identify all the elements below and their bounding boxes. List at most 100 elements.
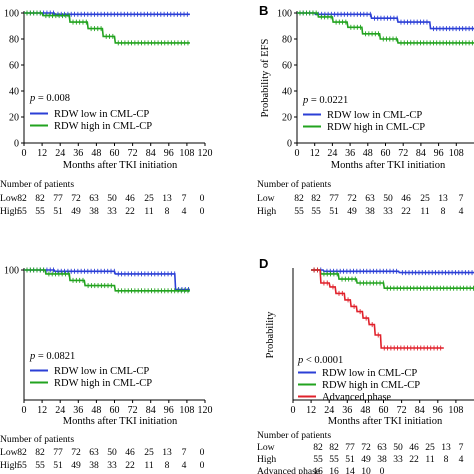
- risk-count: 33: [107, 460, 117, 471]
- risk-count: 7: [182, 193, 187, 204]
- risk-table-title: Number of patients: [257, 179, 331, 190]
- x-axis-label: Months after TKI initiation: [63, 416, 178, 427]
- risk-count: 49: [361, 454, 371, 465]
- risk-count: 46: [401, 193, 411, 204]
- x-tick-label: 0: [295, 148, 300, 159]
- risk-count: 0: [200, 193, 205, 204]
- risk-count: 51: [53, 206, 63, 217]
- risk-count: 77: [329, 193, 339, 204]
- risk-count: 11: [425, 454, 434, 465]
- risk-count: 38: [89, 460, 99, 471]
- series-line-1: [311, 269, 474, 274]
- legend-entry: RDW low in CML-CP: [54, 109, 149, 120]
- risk-row-label: Advanced phase: [257, 466, 320, 474]
- series-line-2: [297, 12, 474, 44]
- risk-count: 82: [313, 442, 323, 453]
- risk-count: 13: [438, 193, 448, 204]
- x-axis-label: Months after TKI initiation: [63, 160, 178, 171]
- y-tick-label: 100: [4, 9, 19, 20]
- risk-count: 13: [162, 447, 172, 458]
- x-tick-label: 24: [324, 405, 334, 416]
- risk-count: 82: [294, 193, 304, 204]
- x-tick-label: 96: [434, 148, 444, 159]
- x-tick-label: 36: [73, 405, 83, 416]
- x-tick-label: 96: [164, 405, 174, 416]
- risk-count: 51: [345, 454, 355, 465]
- x-tick-label: 72: [398, 148, 408, 159]
- risk-count: 13: [162, 193, 172, 204]
- p-value: p = 0.0221: [302, 95, 348, 106]
- x-tick-label: 60: [110, 148, 120, 159]
- p-value: p = 0.008: [29, 93, 70, 104]
- series-line-1: [24, 269, 190, 291]
- risk-count: 55: [17, 206, 27, 217]
- legend-entry: Advanced phase: [322, 392, 391, 403]
- risk-count: 13: [441, 442, 451, 453]
- risk-count: 82: [35, 447, 45, 458]
- risk-table-title: Number of patients: [0, 434, 74, 445]
- risk-count: 50: [383, 193, 393, 204]
- x-tick-label: 48: [363, 148, 373, 159]
- risk-count: 55: [313, 454, 323, 465]
- risk-count: 38: [365, 206, 375, 217]
- risk-count: 0: [200, 447, 205, 458]
- risk-count: 82: [17, 447, 27, 458]
- risk-count: 49: [71, 206, 81, 217]
- risk-count: 0: [200, 206, 205, 217]
- risk-count: 4: [459, 454, 464, 465]
- x-tick-label: 12: [37, 405, 47, 416]
- series-line-3: [311, 269, 444, 349]
- x-tick-label: 24: [327, 148, 337, 159]
- risk-count: 55: [294, 206, 304, 217]
- risk-count: 25: [144, 193, 154, 204]
- risk-count: 55: [311, 206, 321, 217]
- risk-count: 72: [71, 193, 81, 204]
- x-tick-label: 108: [448, 405, 463, 416]
- risk-count: 50: [107, 193, 117, 204]
- x-tick-label: 72: [397, 405, 407, 416]
- y-axis-label: Probability of EFS: [260, 38, 271, 117]
- risk-count: 4: [182, 460, 187, 471]
- x-tick-label: 36: [342, 405, 352, 416]
- legend-entry: RDW high in CML-CP: [327, 122, 425, 133]
- x-tick-label: 108: [179, 148, 194, 159]
- x-tick-label: 48: [91, 148, 101, 159]
- x-tick-label: 60: [381, 148, 391, 159]
- series-line-2: [24, 269, 190, 292]
- y-tick-label: 100: [4, 266, 19, 277]
- x-tick-label: 72: [128, 405, 138, 416]
- x-tick-label: 12: [306, 405, 316, 416]
- risk-count: 55: [17, 460, 27, 471]
- risk-count: 55: [329, 454, 339, 465]
- risk-count: 49: [347, 206, 357, 217]
- x-tick-label: 72: [128, 148, 138, 159]
- p-value: p = 0.0821: [29, 351, 75, 362]
- risk-count: 0: [380, 466, 385, 474]
- y-tick-label: 0: [287, 139, 292, 150]
- x-tick-label: 84: [146, 405, 156, 416]
- risk-row-label: Low: [257, 442, 275, 453]
- risk-count: 46: [125, 447, 135, 458]
- risk-count: 7: [459, 442, 464, 453]
- x-tick-label: 96: [433, 405, 443, 416]
- risk-count: 77: [53, 193, 63, 204]
- risk-count: 50: [393, 442, 403, 453]
- x-tick-label: 108: [449, 148, 464, 159]
- legend-entry: RDW low in CML-CP: [327, 110, 422, 121]
- x-tick-label: 24: [55, 405, 65, 416]
- panel-letter: D: [259, 256, 268, 271]
- y-tick-label: 80: [282, 35, 292, 46]
- risk-count: 33: [393, 454, 403, 465]
- risk-count: 10: [361, 466, 371, 474]
- x-tick-label: 0: [291, 405, 296, 416]
- y-tick-label: 20: [282, 113, 292, 124]
- risk-count: 82: [329, 442, 339, 453]
- risk-count: 55: [35, 206, 45, 217]
- risk-count: 22: [125, 460, 135, 471]
- risk-count: 82: [17, 193, 27, 204]
- risk-count: 63: [89, 193, 99, 204]
- x-axis-label: Months after TKI initiation: [331, 160, 446, 171]
- risk-count: 72: [347, 193, 357, 204]
- y-tick-label: 0: [14, 139, 19, 150]
